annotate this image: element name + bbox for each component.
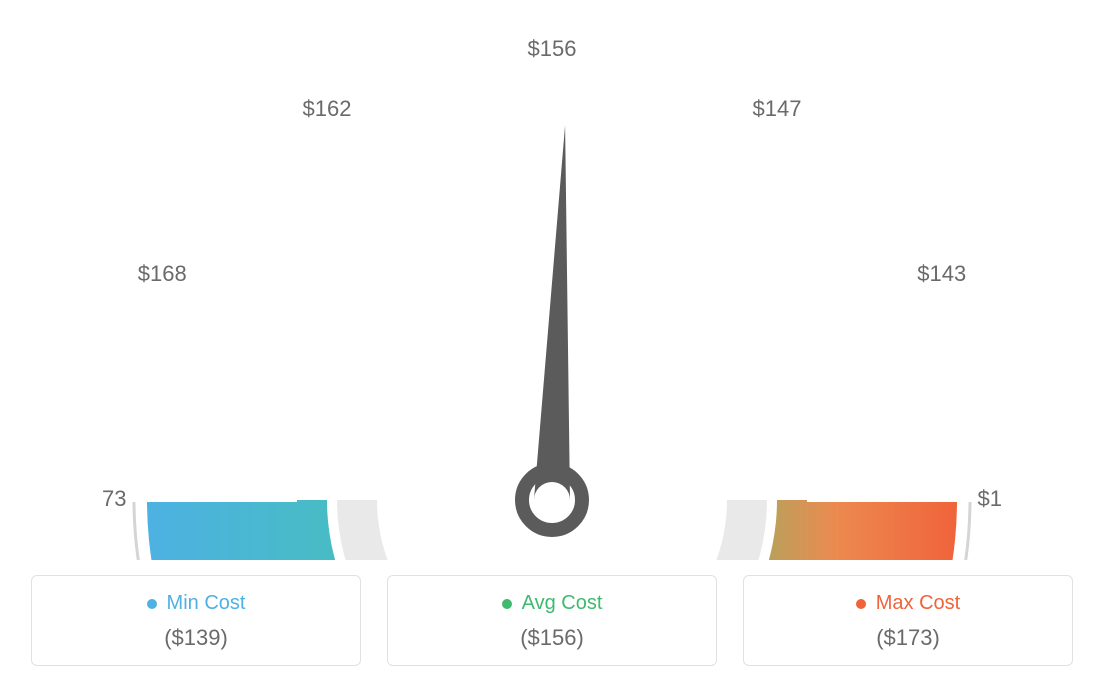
dot-min <box>147 599 157 609</box>
card-avg-label: Avg Cost <box>522 592 603 615</box>
card-max-label: Max Cost <box>876 592 960 615</box>
dot-avg <box>502 599 512 609</box>
card-max: Max Cost ($173) <box>743 575 1073 666</box>
card-avg: Avg Cost ($156) <box>387 575 717 666</box>
card-min-value: ($139) <box>32 625 360 651</box>
svg-text:$162: $162 <box>303 96 352 121</box>
svg-text:$139: $139 <box>978 486 1002 511</box>
svg-text:$143: $143 <box>917 261 966 286</box>
card-min-label: Min Cost <box>167 592 246 615</box>
legend-cards: Min Cost ($139) Avg Cost ($156) Max Cost… <box>31 575 1073 666</box>
card-min: Min Cost ($139) <box>31 575 361 666</box>
dot-max <box>856 599 866 609</box>
card-min-label-row: Min Cost <box>32 592 360 615</box>
gauge-chart: $139 $143 $147 $156 $162 $168 $173 <box>102 20 1002 560</box>
svg-text:$156: $156 <box>528 36 577 61</box>
svg-text:$168: $168 <box>138 261 187 286</box>
card-avg-label-row: Avg Cost <box>388 592 716 615</box>
card-max-value: ($173) <box>744 625 1072 651</box>
svg-text:$173: $173 <box>102 486 126 511</box>
svg-text:$147: $147 <box>753 96 802 121</box>
gauge-svg: $139 $143 $147 $156 $162 $168 $173 <box>102 20 1002 560</box>
card-avg-value: ($156) <box>388 625 716 651</box>
card-max-label-row: Max Cost <box>744 592 1072 615</box>
